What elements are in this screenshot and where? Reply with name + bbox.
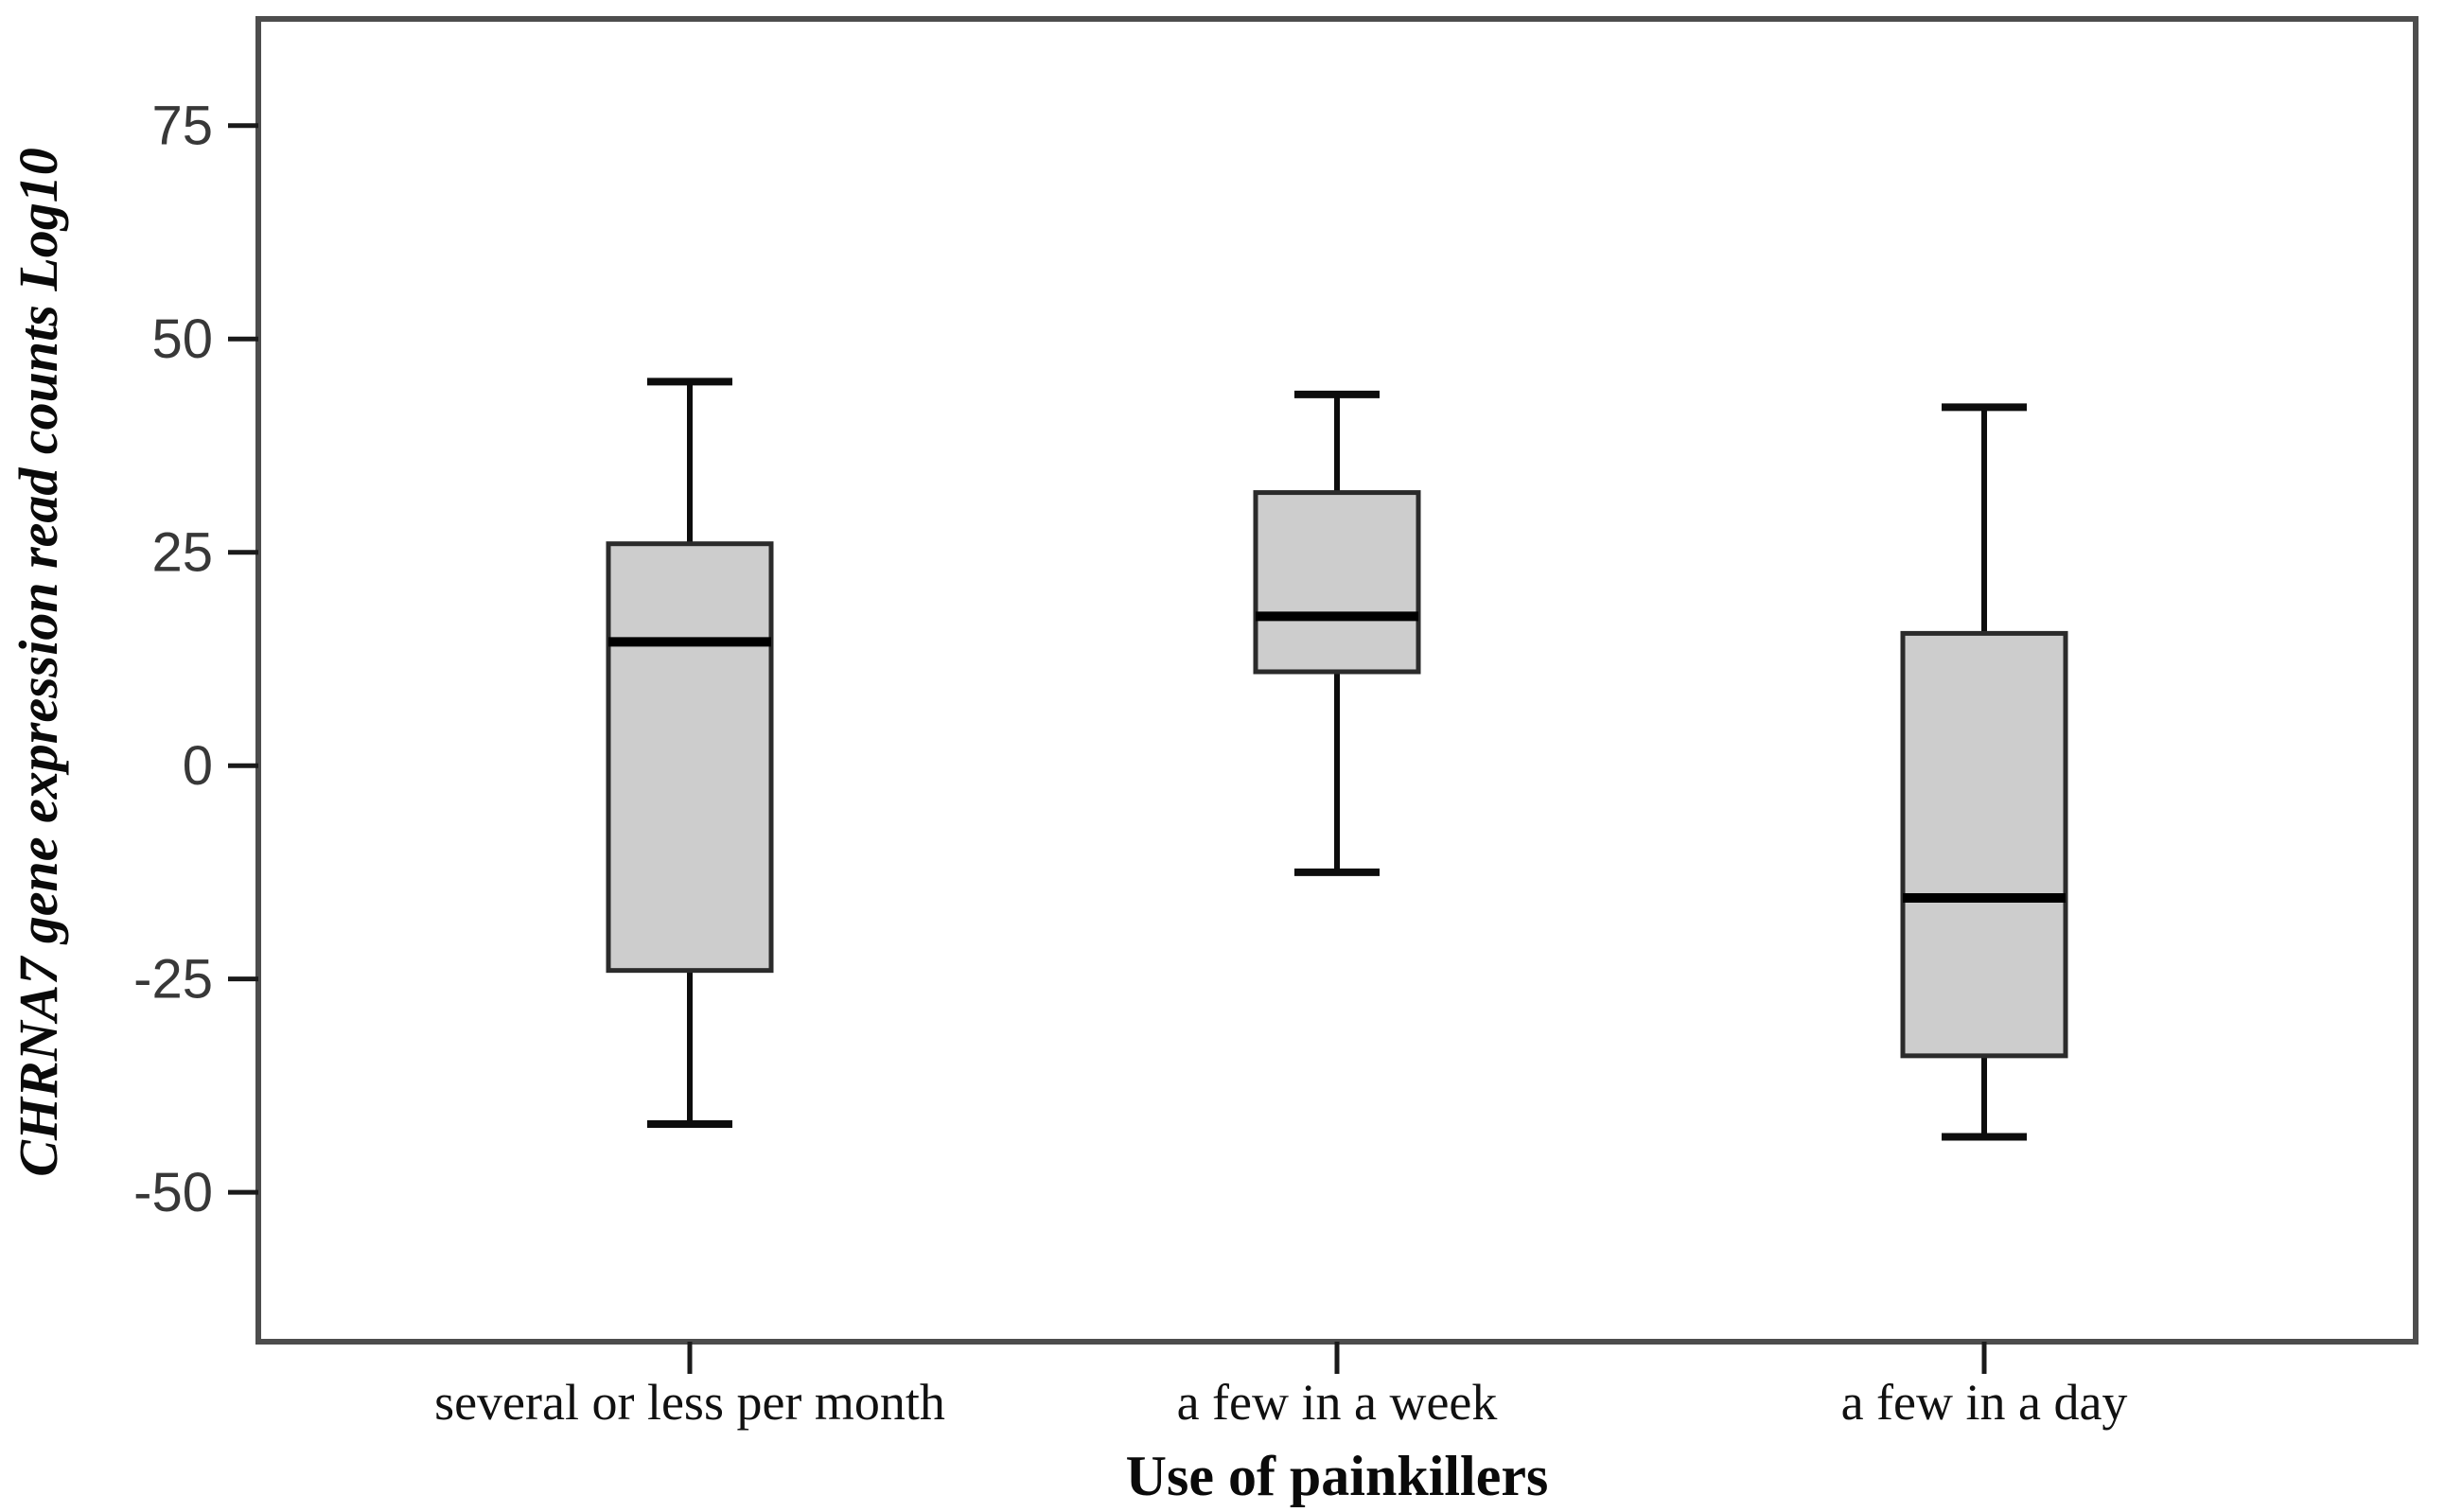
x-axis-title: Use of painkillers: [1126, 1445, 1549, 1507]
plot-area: 75 50 25 0 -25 -50 several or less per month a …: [133, 16, 2419, 1431]
y-tick-label: -25: [133, 949, 213, 1011]
x-category-label: a few in a day: [1841, 1374, 2128, 1431]
y-tick-label: 0: [183, 735, 213, 797]
iqr-box: [606, 541, 774, 974]
box-group: [606, 378, 774, 1374]
y-axis-title: CHRNA7 gene expression read counts Log10: [8, 148, 69, 1177]
y-tick-label: 50: [151, 308, 213, 370]
box-group: [1900, 403, 2068, 1374]
y-tick-label: 25: [151, 522, 213, 584]
y-tick-label: -50: [133, 1162, 213, 1223]
x-category-label: several or less per month: [434, 1374, 945, 1431]
box-group: [1253, 390, 1421, 1374]
iqr-box: [1900, 630, 2068, 1059]
x-category-label: a few in a week: [1177, 1374, 1498, 1431]
y-tick-label: 75: [151, 96, 213, 157]
iqr-box: [1253, 490, 1421, 675]
